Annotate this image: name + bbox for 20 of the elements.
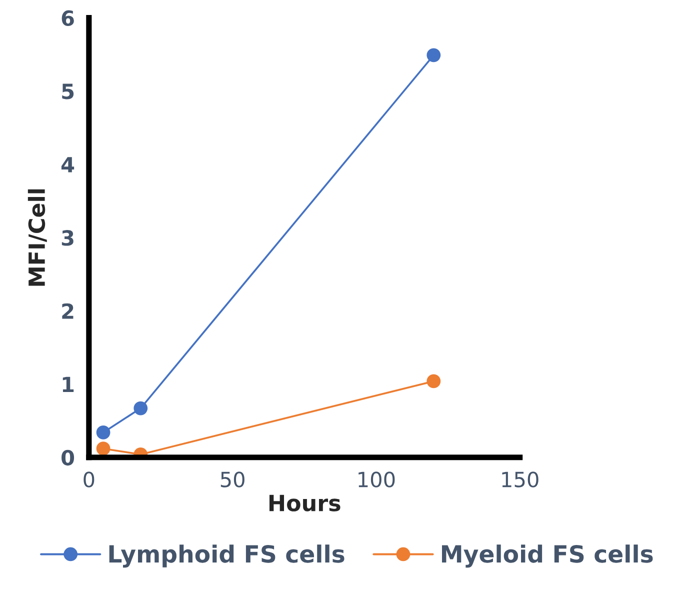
point	[96, 426, 110, 440]
y-tick-label: 0	[62, 450, 74, 466]
y-tick-label: 3	[62, 230, 74, 246]
legend-label: Lymphoid FS cells	[109, 544, 344, 568]
y-tick-label: 6	[62, 10, 74, 26]
point	[134, 401, 148, 416]
x-tick-label: 100	[358, 472, 395, 488]
y-tick-label: 4	[61, 157, 74, 172]
x-tick-label: 50	[220, 472, 244, 488]
y-tick-label: 1	[62, 376, 74, 392]
y-tick-label: 5	[62, 84, 74, 100]
x-tick-label: 0	[84, 472, 94, 488]
x-axis-title: Hours	[269, 494, 340, 512]
x-tick-label: 150	[502, 472, 538, 488]
point	[96, 442, 110, 456]
legend-label: Myeloid FS cells	[442, 544, 653, 568]
y-tick-label: 2	[62, 303, 74, 319]
y-axis-title: MFI/Cell	[28, 189, 47, 286]
point	[426, 48, 441, 62]
point	[426, 374, 441, 388]
